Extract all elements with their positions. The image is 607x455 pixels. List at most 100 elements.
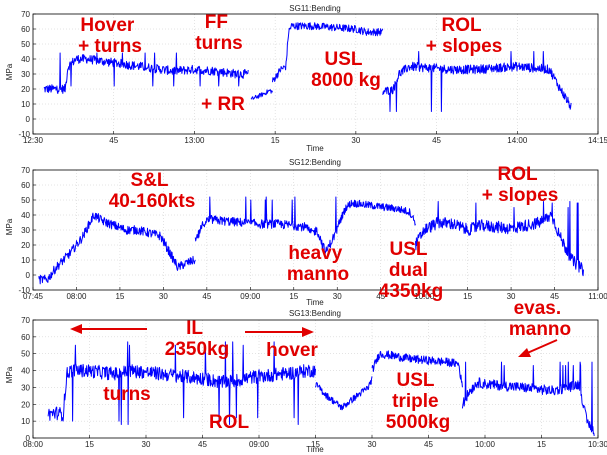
y-tick-label: -10 bbox=[18, 130, 30, 139]
series-line-segment bbox=[337, 199, 416, 228]
x-tick-label: 15 bbox=[85, 440, 94, 449]
y-tick-label: 70 bbox=[21, 316, 30, 325]
y-tick-label: 70 bbox=[21, 10, 30, 19]
series-line-segment bbox=[272, 22, 384, 83]
series-line-segment bbox=[194, 196, 338, 255]
annotation-il-2350: IL 2350kg bbox=[165, 318, 229, 360]
y-tick-label: 10 bbox=[21, 256, 30, 265]
x-tick-label: 14:00 bbox=[507, 136, 528, 145]
panel-sg11: SG11:Bending Time MPa -10 0 10 20 30 40 50 60 70… bbox=[5, 4, 607, 153]
annotation-rol-slopes: ROL + slopes bbox=[482, 164, 559, 206]
x-axis-label: Time bbox=[306, 298, 324, 307]
x-tick-label: 45 bbox=[202, 292, 211, 301]
panel-title: SG11:Bending bbox=[289, 4, 340, 13]
annotation-usl-dual: USL dual 4350kg bbox=[379, 239, 443, 302]
series-line-segment bbox=[461, 361, 595, 436]
annotation-turns: turns bbox=[103, 384, 151, 405]
annotation-hover: hover bbox=[266, 340, 318, 361]
y-tick-label: 0 bbox=[26, 115, 31, 124]
x-tick-label: 45 bbox=[376, 292, 385, 301]
y-axis-label: MPa bbox=[5, 366, 14, 383]
x-tick-label: 14:15 bbox=[588, 136, 607, 145]
y-tick-label: 10 bbox=[21, 417, 30, 426]
annotation-hover-turns: Hover + turns bbox=[78, 15, 142, 57]
y-tick-label: -10 bbox=[18, 286, 30, 295]
series-line-segment bbox=[371, 350, 463, 388]
y-tick-label: 60 bbox=[21, 25, 30, 34]
x-tick-label: 09:00 bbox=[240, 292, 261, 301]
y-tick-label: 30 bbox=[21, 226, 30, 235]
annotation-heavy-manno: heavy manno bbox=[287, 243, 349, 285]
y-tick-label: 20 bbox=[21, 85, 30, 94]
x-tick-label: 30 bbox=[333, 292, 342, 301]
annotation-arrowhead-right bbox=[302, 327, 314, 337]
x-tick-label: 10:00 bbox=[475, 440, 496, 449]
annotation-rol: ROL bbox=[209, 412, 250, 433]
x-tick-label: 15 bbox=[463, 292, 472, 301]
panel-title: SG12:Bending bbox=[289, 158, 341, 167]
annotation-arrow-evas bbox=[524, 339, 558, 355]
x-tick-label: 15 bbox=[537, 440, 546, 449]
x-tick-label: 11:00 bbox=[588, 292, 607, 301]
x-tick-label: 15 bbox=[271, 136, 280, 145]
panel-title: SG13:Bending bbox=[289, 309, 341, 318]
x-tick-label: 15 bbox=[289, 292, 298, 301]
y-tick-label: 60 bbox=[21, 333, 30, 342]
series-line-segment bbox=[38, 212, 196, 285]
x-tick-label: 10:00 bbox=[414, 292, 435, 301]
x-tick-label: 08:00 bbox=[23, 440, 44, 449]
annotation-arrowhead-evas bbox=[518, 348, 531, 357]
y-tick-label: 50 bbox=[21, 40, 30, 49]
y-tick-label: 40 bbox=[21, 211, 30, 220]
x-tick-label: 45 bbox=[198, 440, 207, 449]
series-line-segment bbox=[415, 201, 584, 277]
y-tick-label: 40 bbox=[21, 55, 30, 64]
plot-frame bbox=[32, 13, 599, 135]
x-tick-label: 07:45 bbox=[23, 292, 44, 301]
x-tick-label: 45 bbox=[424, 440, 433, 449]
x-tick-label: 30 bbox=[507, 292, 516, 301]
y-axis-label: MPa bbox=[5, 63, 14, 80]
x-tick-label: 08:00 bbox=[66, 292, 87, 301]
series-line-segment bbox=[315, 376, 373, 411]
y-tick-label: 40 bbox=[21, 367, 30, 376]
annotation-sl-speed: S&L 40-160kts bbox=[109, 170, 196, 212]
panel-sg13: SG13:Bending Time MPa 0 10 20 30 40 50 60 70 08:… bbox=[5, 298, 607, 454]
x-tick-label: 12:30 bbox=[23, 136, 44, 145]
y-tick-label: 70 bbox=[21, 166, 30, 175]
x-tick-label: 45 bbox=[550, 292, 559, 301]
annotation-ff-turns: FF turns bbox=[195, 12, 243, 54]
y-tick-label: 60 bbox=[21, 181, 30, 190]
annotation-arrowhead-left bbox=[70, 324, 82, 334]
y-tick-label: 30 bbox=[21, 70, 30, 79]
annotation-usl-8000: USL 8000 kg bbox=[311, 49, 381, 91]
x-tick-label: 45 bbox=[432, 136, 441, 145]
annotation-rol-slopes: ROL + slopes bbox=[426, 15, 503, 57]
y-tick-label: 50 bbox=[21, 196, 30, 205]
plot-frame bbox=[32, 169, 599, 291]
series-line-segment bbox=[43, 52, 249, 94]
y-tick-label: 50 bbox=[21, 350, 30, 359]
x-axis-label: Time bbox=[306, 445, 324, 454]
x-axis-label: Time bbox=[306, 144, 324, 153]
annotation-usl-triple: USL triple 5000kg bbox=[386, 370, 450, 433]
panel-sg12: SG12:Bending Time MPa -10 0 10 20 30 40 50 60 70… bbox=[5, 158, 607, 307]
y-tick-label: 0 bbox=[26, 434, 31, 443]
x-tick-label: 45 bbox=[109, 136, 118, 145]
x-tick-label: 09:00 bbox=[249, 440, 270, 449]
series-line-segment bbox=[47, 341, 316, 425]
y-tick-label: 0 bbox=[26, 271, 31, 280]
x-tick-label: 30 bbox=[351, 136, 360, 145]
y-axis-label: MPa bbox=[5, 218, 14, 235]
x-tick-label: 30 bbox=[159, 292, 168, 301]
x-tick-label: 30 bbox=[142, 440, 151, 449]
x-tick-label: 15 bbox=[311, 440, 320, 449]
y-tick-label: 20 bbox=[21, 400, 30, 409]
y-tick-label: 30 bbox=[21, 383, 30, 392]
x-tick-label: 30 bbox=[368, 440, 377, 449]
plot-frame bbox=[32, 319, 599, 439]
annotation-rr: + RR bbox=[201, 94, 245, 115]
x-tick-label: 15 bbox=[115, 292, 124, 301]
series-line-segment bbox=[250, 89, 273, 100]
